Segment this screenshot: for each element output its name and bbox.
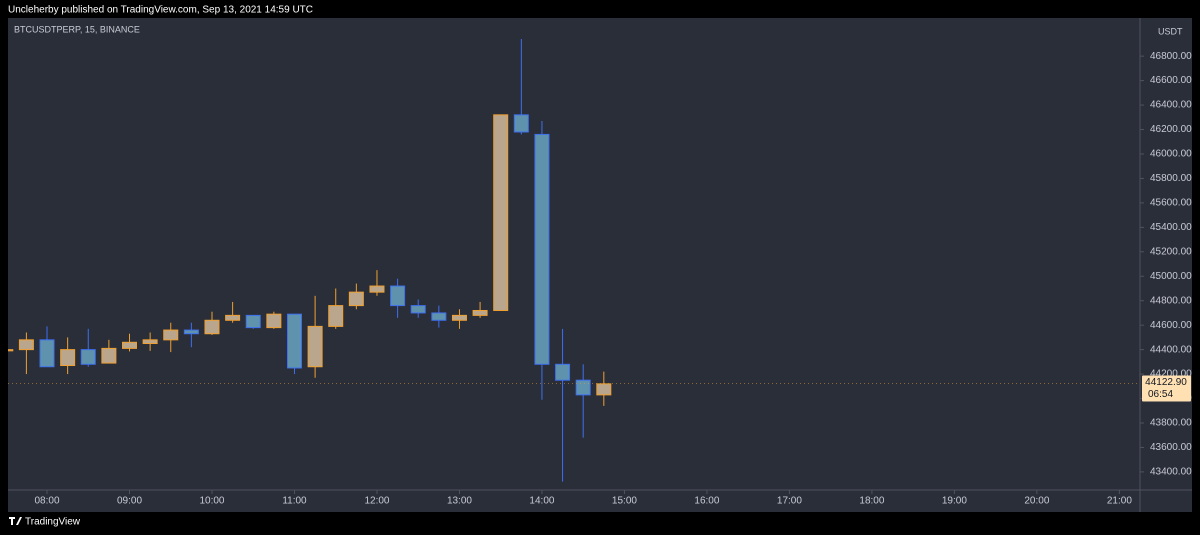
x-tick-label: 09:00 (117, 496, 142, 507)
y-tick-label: 45600.00 (1150, 198, 1192, 209)
candle-body (286, 313, 302, 369)
candle-body (596, 383, 612, 396)
x-tick-label: 12:00 (364, 496, 389, 507)
x-tick-label: 13:00 (447, 496, 472, 507)
symbol-label: BTCUSDTPERP, 15, BINANCE (14, 24, 140, 34)
candle-body (328, 305, 344, 327)
x-tick-label: 14:00 (529, 496, 554, 507)
last-price-box (1142, 375, 1191, 402)
candle-body (8, 349, 14, 352)
candle-body (307, 325, 323, 368)
candle-body (122, 341, 138, 349)
x-tick-label: 19:00 (942, 496, 967, 507)
y-tick-label: 45000.00 (1150, 271, 1192, 282)
candle-body (369, 285, 385, 293)
candle-body (390, 285, 406, 307)
candle-body (183, 329, 199, 335)
candle-body (410, 305, 426, 314)
y-tick-label: 46000.00 (1150, 149, 1192, 160)
x-tick-label: 16:00 (694, 496, 719, 507)
candle-body (472, 309, 488, 316)
candle-body (555, 363, 571, 381)
candle-body (163, 329, 179, 341)
y-tick-label: 44200.00 (1150, 369, 1192, 380)
x-tick-label: 18:00 (859, 496, 884, 507)
x-tick-label: 10:00 (199, 496, 224, 507)
x-tick-label: 17:00 (777, 496, 802, 507)
publisher-line: Uncleherby published on TradingView.com,… (8, 5, 313, 16)
candle-body (534, 133, 550, 365)
x-tick-label: 08:00 (35, 496, 60, 507)
candle-body (39, 339, 55, 368)
y-tick-label: 45200.00 (1150, 246, 1192, 257)
y-tick-label: 46800.00 (1150, 51, 1192, 62)
y-tick-label: 43800.00 (1150, 418, 1192, 429)
last-price-label: 44122.90 (1145, 377, 1187, 388)
candle-body (60, 349, 76, 367)
countdown-label: 06:54 (1148, 389, 1173, 400)
candle-body (245, 314, 261, 329)
x-tick-label: 21:00 (1107, 496, 1132, 507)
chart-panel (8, 18, 1192, 512)
y-tick-label: 45800.00 (1150, 173, 1192, 184)
y-tick-label: 46200.00 (1150, 124, 1192, 135)
y-tick-label: 44600.00 (1150, 320, 1192, 331)
y-tick-label: 44400.00 (1150, 344, 1192, 355)
candle-body (348, 291, 364, 307)
currency-label: USDT (1158, 26, 1183, 36)
candle-body (80, 349, 96, 365)
candle-body (431, 312, 447, 321)
candle-body (225, 314, 241, 321)
candle-body (513, 114, 529, 133)
candle-body (101, 347, 117, 364)
x-tick-label: 15:00 (612, 496, 637, 507)
y-tick-label: 45400.00 (1150, 222, 1192, 233)
candle-body (493, 114, 509, 311)
candle-body (142, 339, 158, 345)
y-tick-label: 46600.00 (1150, 75, 1192, 86)
candle-body (451, 314, 467, 321)
plot-area (8, 39, 612, 482)
y-tick-label: 43600.00 (1150, 442, 1192, 453)
candle-body (266, 313, 282, 329)
x-tick-label: 11:00 (282, 496, 307, 507)
y-tick-label: 43400.00 (1150, 467, 1192, 478)
candle-body (204, 319, 220, 335)
candle-body (18, 339, 34, 351)
y-tick-label: 46400.00 (1150, 100, 1192, 111)
candle-body (575, 379, 591, 396)
y-tick-label: 44800.00 (1150, 295, 1192, 306)
brand-name: TradingView (25, 517, 81, 528)
brand-logo (9, 517, 22, 525)
x-tick-label: 20:00 (1024, 496, 1049, 507)
